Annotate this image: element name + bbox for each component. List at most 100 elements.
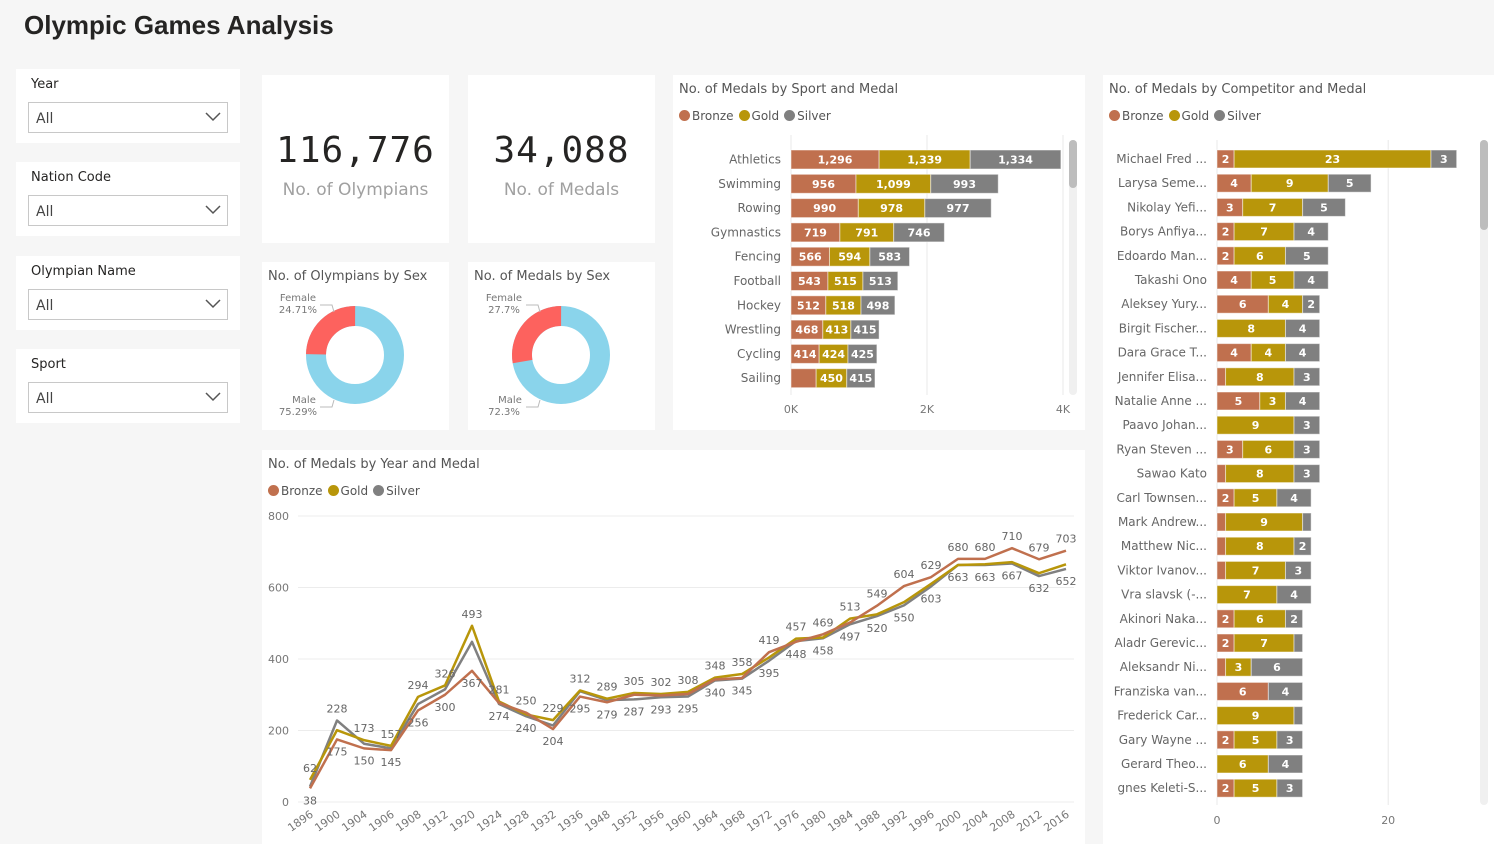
data-label: 415 (854, 324, 877, 337)
category-label: Michael Fred ... (1116, 152, 1207, 166)
bar-segment-silver (1302, 294, 1321, 314)
scrollbar-thumb[interactable] (1480, 140, 1488, 230)
data-label: 3 (1303, 419, 1311, 432)
male-label: Male (498, 395, 522, 406)
scrollbar[interactable] (1069, 140, 1077, 395)
y-tick-label: 200 (268, 725, 289, 738)
legend-label: Silver (386, 484, 420, 498)
data-label: 4 (1265, 347, 1273, 360)
gold-dot-icon (1168, 110, 1180, 121)
category-label: Fencing (735, 250, 781, 264)
x-tick-label: 1980 (798, 808, 828, 835)
legend-gold[interactable]: Gold (738, 109, 780, 123)
data-label: 424 (822, 348, 845, 361)
silver-dot-icon (373, 485, 385, 496)
data-label: 6 (1239, 298, 1247, 311)
olympians-by-sex-chart: No. of Olympians by Sex Female 24.71% Male… (262, 262, 449, 430)
sport-dropdown[interactable]: All (28, 382, 228, 413)
x-tick-label: 0K (784, 403, 799, 416)
data-label: 2 (1307, 298, 1315, 311)
legend-silver[interactable]: Silver (373, 484, 420, 498)
data-label: 6 (1265, 443, 1273, 456)
scrollbar[interactable] (1480, 140, 1488, 805)
nation-code-dropdown[interactable]: All (28, 195, 228, 226)
dropdown-value: All (36, 204, 54, 220)
data-label: 6 (1273, 661, 1281, 674)
leader-line (320, 399, 335, 408)
data-label: 6 (1256, 250, 1264, 263)
legend-label: Silver (797, 109, 831, 123)
slicer-nation-code: Nation Code All (16, 162, 240, 236)
x-tick-label: 20 (1381, 814, 1395, 827)
bronze-dot-icon (1109, 110, 1120, 121)
bar-segment-silver (860, 295, 896, 316)
legend-silver[interactable]: Silver (1214, 109, 1261, 123)
category-label: Dara Grace T... (1118, 346, 1207, 360)
legend-label: Gold (751, 109, 780, 123)
legend-silver[interactable]: Silver (784, 109, 831, 123)
category-label: Sailing (741, 371, 781, 385)
legend-label: Silver (1227, 109, 1261, 123)
data-label: 23 (1325, 153, 1340, 166)
scrollbar-thumb[interactable] (1069, 140, 1077, 188)
legend-gold[interactable]: Gold (327, 484, 369, 498)
bar-segment-silver (1293, 415, 1321, 435)
data-label: 8 (1247, 322, 1255, 335)
data-label: 413 (825, 324, 848, 337)
data-label: 4 (1282, 685, 1290, 698)
kpi-value: 34,088 (493, 130, 630, 171)
legend: Bronze Gold Silver (679, 109, 831, 123)
x-tick-label: 1960 (663, 808, 693, 835)
data-label: 175 (327, 745, 348, 758)
legend: Bronze Gold Silver (268, 484, 420, 498)
bar-segment-silver (893, 222, 945, 243)
data-label: 3 (1286, 734, 1294, 747)
data-label: 498 (866, 299, 889, 312)
data-label: 2 (1222, 782, 1230, 795)
male-label: Male (292, 395, 316, 406)
legend-label: Gold (340, 484, 369, 498)
sport-bar-chart: 0K 2K 4K Athletics 1,296 1,339 1,334 Swimming 95… (711, 135, 1071, 416)
data-label: 594 (838, 251, 861, 264)
category-label: Aleksandr Ni... (1120, 660, 1207, 674)
bar-segment-silver (1284, 391, 1321, 411)
x-tick-label: 1992 (879, 808, 909, 835)
legend-bronze[interactable]: Bronze (268, 484, 323, 498)
x-tick-label: 4K (1056, 403, 1071, 416)
data-label: 1,334 (998, 154, 1033, 167)
x-tick-label: 1896 (285, 808, 315, 835)
data-label: 256 (408, 716, 429, 729)
bar-segment-silver (1276, 730, 1304, 750)
data-label: 279 (597, 708, 618, 721)
x-tick-label: 1936 (555, 808, 585, 835)
category-label: Cycling (737, 347, 781, 361)
year-dropdown[interactable]: All (28, 102, 228, 133)
x-tick-label: 1924 (474, 808, 504, 835)
dropdown-value: All (36, 391, 54, 407)
category-label: Natalie Anne ... (1115, 394, 1207, 408)
category-label: Gerard Theo... (1121, 757, 1207, 771)
bar-segment-bronze (790, 368, 817, 389)
data-label: 300 (435, 701, 456, 714)
data-label: 419 (759, 634, 780, 647)
bar-segment-silver (1327, 173, 1372, 193)
legend-gold[interactable]: Gold (1168, 109, 1209, 123)
legend-bronze[interactable]: Bronze (679, 109, 734, 123)
category-label: Birgit Fischer... (1119, 321, 1207, 335)
category-label: Borys Anfiya... (1120, 225, 1207, 239)
olympian-name-dropdown[interactable]: All (28, 289, 228, 320)
data-label: 469 (813, 616, 834, 629)
data-label: 6 (1239, 758, 1247, 771)
legend-bronze[interactable]: Bronze (1109, 109, 1164, 123)
data-label: 305 (624, 675, 645, 688)
data-label: 3 (1226, 201, 1234, 214)
data-label: 340 (705, 686, 726, 699)
data-label: 513 (840, 601, 861, 614)
silver-dot-icon (784, 110, 796, 121)
y-tick-label: 0 (282, 796, 289, 809)
data-label: 8 (1256, 371, 1264, 384)
data-label: 512 (797, 299, 820, 312)
chevron-down-icon (205, 205, 221, 215)
y-tick-label: 800 (268, 510, 289, 523)
